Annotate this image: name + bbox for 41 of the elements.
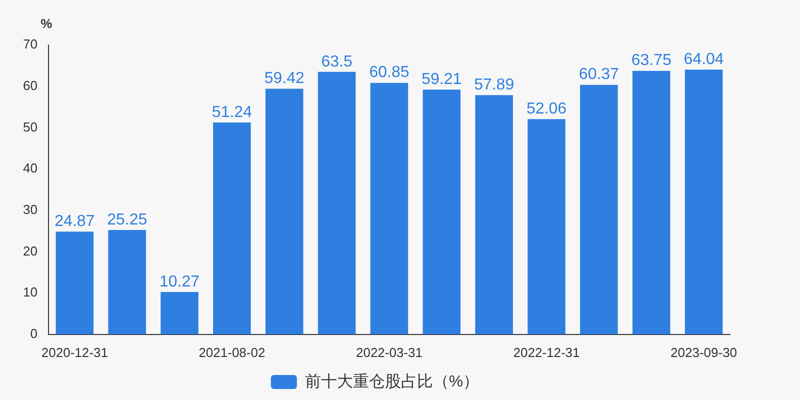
bar xyxy=(632,70,670,334)
bar xyxy=(580,84,618,334)
bar xyxy=(475,95,513,334)
bar xyxy=(318,72,356,334)
y-tick-label: 30 xyxy=(22,202,38,217)
data-label: 10.27 xyxy=(160,273,200,290)
data-label: 52.06 xyxy=(526,100,567,118)
bar xyxy=(56,232,94,334)
data-label: 64.04 xyxy=(684,51,724,68)
data-label: 59.21 xyxy=(422,71,462,88)
y-tick-label: 20 xyxy=(22,243,38,258)
bar xyxy=(160,292,198,334)
x-tick-label: 2020-12-31 xyxy=(41,344,108,360)
x-tick-label: 2022-03-31 xyxy=(356,344,422,360)
data-label: 59.42 xyxy=(264,70,304,88)
y-axis-title: % xyxy=(40,16,53,32)
bar xyxy=(108,230,146,334)
data-label: 63.75 xyxy=(631,52,672,70)
y-tick-label: 0 xyxy=(30,326,38,341)
data-label: 63.5 xyxy=(321,53,352,70)
bar xyxy=(684,70,723,334)
y-tick-label: 60 xyxy=(22,78,38,93)
x-tick-label: 2021-08-02 xyxy=(198,344,266,360)
y-tick-label: 40 xyxy=(22,160,38,176)
y-tick-label: 70 xyxy=(22,36,38,52)
data-label: 51.24 xyxy=(212,104,252,121)
bar xyxy=(213,122,251,334)
data-label: 25.25 xyxy=(107,211,148,228)
y-tick-label: 50 xyxy=(22,119,38,134)
data-label: 24.87 xyxy=(54,212,95,230)
y-tick-label: 10 xyxy=(22,284,38,300)
data-label: 60.85 xyxy=(369,64,410,82)
bar xyxy=(370,82,408,334)
bar xyxy=(266,88,304,334)
data-label: 60.37 xyxy=(578,66,620,84)
bar xyxy=(422,90,461,334)
bar xyxy=(528,119,566,334)
x-tick-label: 2023-09-30 xyxy=(670,344,738,360)
x-tick-label: 2022-12-31 xyxy=(513,344,580,360)
data-label: 57.89 xyxy=(474,76,514,94)
legend-label: 前十大重仓股占比（%） xyxy=(304,372,480,390)
